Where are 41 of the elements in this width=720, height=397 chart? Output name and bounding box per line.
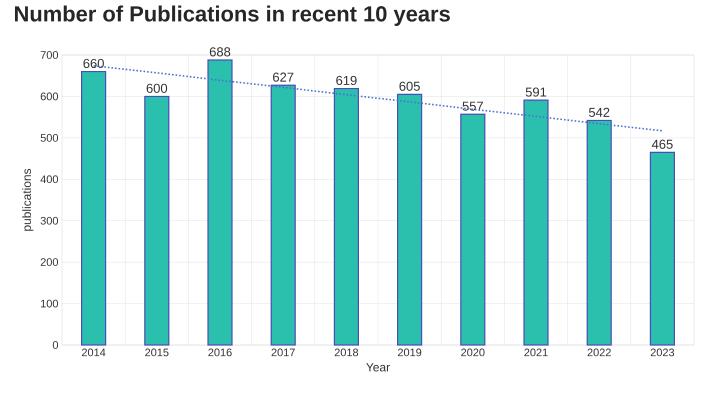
bar (650, 152, 676, 346)
y-tick-label: 600 (40, 92, 58, 100)
data-label: 591 (526, 87, 546, 97)
y-axis-title: publications (22, 168, 34, 231)
y-tick-label: 500 (40, 134, 58, 142)
data-label: 627 (273, 72, 294, 82)
x-tick-label: 2017 (272, 348, 295, 356)
y-tick-label: 400 (40, 175, 58, 184)
x-axis-title: Year (366, 363, 390, 372)
bar (207, 59, 233, 346)
bar (334, 88, 359, 346)
data-label: 557 (462, 102, 483, 111)
data-label: 600 (146, 84, 168, 93)
data-label: 605 (399, 82, 420, 91)
x-tick-label: 2018 (334, 348, 358, 356)
y-tick-label: 300 (40, 216, 58, 225)
y-tick-label: 0 (52, 341, 58, 349)
bar (270, 84, 296, 346)
bar (397, 94, 422, 346)
x-tick-label: 2014 (82, 348, 106, 356)
bar (586, 120, 612, 346)
x-tick-label: 2016 (208, 348, 232, 356)
data-label: 542 (588, 108, 610, 117)
data-label: 619 (336, 76, 357, 86)
y-tick-label: 100 (41, 300, 58, 308)
x-tick-label: 2023 (650, 348, 674, 356)
data-label: 688 (210, 47, 230, 56)
x-tick-label: 2020 (461, 348, 485, 356)
bar (81, 70, 106, 346)
chart-title: Number of Publications in recent 10 years (14, 6, 450, 26)
x-tick-label: 2022 (588, 348, 611, 356)
x-tick-label: 2021 (524, 348, 548, 356)
y-tick-label: 200 (40, 258, 58, 266)
bar (523, 100, 549, 346)
y-tick-label: 700 (40, 51, 58, 59)
bar (460, 114, 486, 346)
data-label: 660 (83, 58, 104, 68)
x-tick-label: 2015 (145, 348, 169, 356)
bar (144, 96, 170, 346)
data-label: 465 (652, 140, 673, 149)
x-tick-label: 2019 (398, 348, 422, 356)
